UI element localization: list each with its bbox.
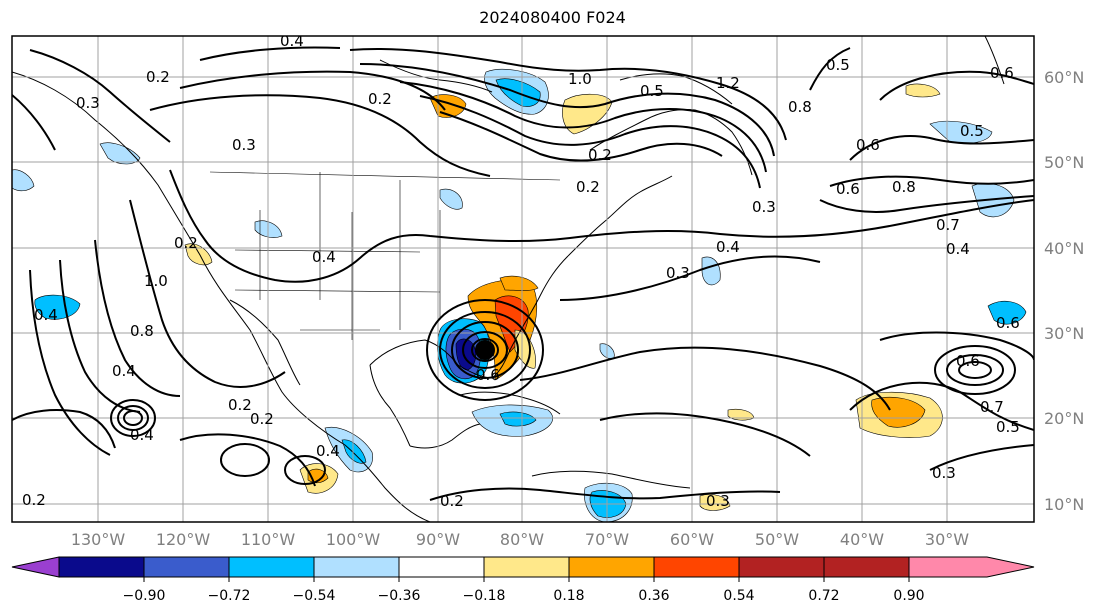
colorbar-segment: [483, 556, 570, 578]
contour-label: 0.6: [990, 64, 1014, 82]
colorbar-label: −0.18: [463, 588, 506, 604]
lat-label-40n: 40°N: [1044, 239, 1084, 258]
contour-label: 1.0: [144, 272, 168, 290]
lat-label-60n: 60°N: [1044, 68, 1084, 87]
contour-label: 0.2: [174, 234, 198, 252]
lon-label-40w: 40°W: [840, 530, 884, 549]
contour-label: 0.3: [76, 94, 100, 112]
latitude-labels: 60°N 50°N 40°N 30°N 20°N 10°N: [1044, 68, 1084, 514]
lat-label-30n: 30°N: [1044, 324, 1084, 343]
contour-lines: [12, 46, 1034, 501]
lon-label-90w: 90°W: [416, 530, 460, 549]
colorbar-segment: [653, 556, 740, 578]
colorbar-segment: [823, 556, 910, 578]
contour-label: 0.5: [826, 56, 850, 74]
contour-label: 0.7: [936, 216, 960, 234]
contour-label: 0.7: [980, 398, 1004, 416]
lat-label-50n: 50°N: [1044, 153, 1084, 172]
colorbar-extend-low: [11, 556, 60, 578]
contour-label: 0.2: [440, 492, 464, 510]
contour-label: 0.3: [232, 136, 256, 154]
colorbar-label: −0.36: [378, 588, 421, 604]
contour-label: 0.4: [130, 426, 154, 444]
contour-label: 0.6: [996, 314, 1020, 332]
contour-label: 0.6: [836, 180, 860, 198]
contour-label: 0.3: [706, 492, 730, 510]
contour-label: 0.4: [112, 362, 136, 380]
lon-label-100w: 100°W: [326, 530, 381, 549]
contour-label: 0.2: [228, 396, 252, 414]
lat-label-20n: 20°N: [1044, 409, 1084, 428]
coastlines: [12, 36, 1005, 522]
contour-labels: 0.4 0.2 0.2 0.3 0.3 1.0 1.2 0.5 0.8 0.2 …: [22, 32, 1020, 510]
contour-label: 0.5: [640, 82, 664, 100]
longitude-labels: 130°W 120°W 110°W 100°W 90°W 80°W 70°W 6…: [71, 530, 969, 549]
colorbar-label: −0.90: [123, 588, 166, 604]
lon-label-110w: 110°W: [241, 530, 296, 549]
map-frame: [11, 35, 1035, 523]
contour-label: 0.2: [146, 68, 170, 86]
colorbar-labels: −0.90 −0.72 −0.54 −0.36 −0.18 0.18 0.36 …: [123, 588, 925, 604]
contour-label: 0.4: [312, 248, 336, 266]
lat-label-10n: 10°N: [1044, 495, 1084, 514]
contour-label: 0.6: [956, 352, 980, 370]
map-title: 2024080400 F024: [479, 8, 626, 27]
colorbar-label: 0.18: [553, 588, 584, 604]
contour-label: 0.3: [666, 264, 690, 282]
lon-label-80w: 80°W: [500, 530, 544, 549]
contour-label: 0.4: [34, 306, 58, 324]
colorbar-label: 0.54: [723, 588, 754, 604]
colorbar-segment: [228, 556, 315, 578]
contour-label: 0.6: [476, 366, 500, 384]
contour-label: 0.5: [960, 122, 984, 140]
contour-label: 0.4: [946, 240, 970, 258]
graticule: [12, 36, 1034, 522]
contour-label: 0.2: [368, 90, 392, 108]
colorbar-label: −0.54: [293, 588, 336, 604]
colorbar-label: 0.36: [638, 588, 669, 604]
contour-label: 0.8: [130, 322, 154, 340]
colorbar-segment: [738, 556, 825, 578]
lon-label-120w: 120°W: [156, 530, 211, 549]
colorbar-segment: [568, 556, 655, 578]
colorbar: [11, 556, 1035, 578]
lon-label-30w: 30°W: [925, 530, 969, 549]
contour-label: 0.4: [716, 238, 740, 256]
contour-label: 0.3: [752, 198, 776, 216]
colorbar-label: −0.72: [208, 588, 251, 604]
contour-label: 0.2: [588, 146, 612, 164]
contour-label: 0.4: [280, 32, 304, 50]
lon-label-50w: 50°W: [755, 530, 799, 549]
contour-label: 0.8: [788, 98, 812, 116]
contour-label: 0.2: [22, 491, 46, 509]
contour-label: 0.2: [250, 410, 274, 428]
lon-label-130w: 130°W: [71, 530, 126, 549]
contour-label: 0.2: [576, 178, 600, 196]
colorbar-label: 0.90: [893, 588, 924, 604]
contour-label: 1.2: [716, 74, 740, 92]
colorbar-segment: [143, 556, 230, 578]
lon-label-70w: 70°W: [585, 530, 629, 549]
lon-label-60w: 60°W: [670, 530, 714, 549]
colorbar-ticks: [143, 577, 910, 582]
contour-label: 0.6: [856, 136, 880, 154]
colorbar-segment: [313, 556, 400, 578]
contour-label: 1.0: [568, 70, 592, 88]
contour-label: 0.5: [996, 418, 1020, 436]
colorbar-segment: [398, 556, 485, 578]
contour-label: 0.8: [892, 178, 916, 196]
colorbar-label: 0.72: [808, 588, 839, 604]
contour-label: 0.3: [932, 464, 956, 482]
colorbar-segment: [58, 556, 145, 578]
contour-label: 0.4: [316, 442, 340, 460]
